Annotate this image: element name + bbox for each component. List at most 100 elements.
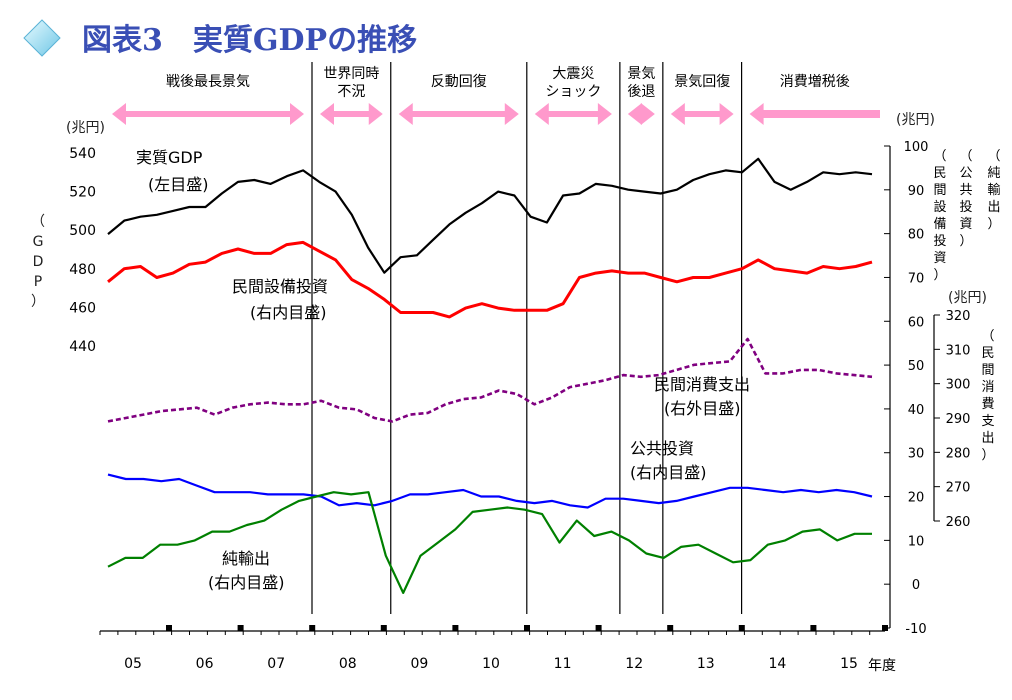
x-major-marker-3 (380, 625, 387, 631)
right-title-0-char-1: 民 (933, 166, 946, 181)
left-title-char-0: （ (31, 214, 45, 230)
right-inner-tick-4: 60 (908, 315, 925, 330)
series-line-0 (107, 157, 873, 274)
series-group (107, 157, 873, 595)
right-outer-title-char-7: ） (981, 448, 994, 463)
ann-gdp-sub: (左目盛) (148, 175, 209, 194)
right-inner-tick-1: 90 (908, 184, 925, 199)
right-outer-title-char-1: 民 (981, 346, 994, 361)
x-label-10: 15 (840, 656, 858, 672)
right-outer-tick-1: 310 (946, 343, 971, 358)
right-title-0-char-5: 投 (933, 233, 946, 249)
right-inner-tick-7: 30 (908, 447, 925, 462)
right-title-2-char-3: 出 (987, 200, 1000, 215)
right-outer-tick-2: 300 (946, 378, 971, 393)
right-title-2-char-0: （ (987, 149, 1000, 164)
x-label-6: 11 (554, 656, 572, 672)
right-title-0-char-2: 間 (933, 183, 946, 198)
left-title-char-2: D (33, 254, 44, 270)
era-label-4-1: 後退 (627, 84, 655, 100)
ann-public-sub: (右内目盛) (630, 463, 707, 482)
left-tick-4: 460 (69, 300, 96, 316)
x-major-marker-9 (810, 625, 817, 631)
ann-public-name: 公共投資 (630, 439, 694, 458)
era-2: 反動回復 (398, 73, 519, 125)
era-6: 消費増税後 (749, 74, 880, 125)
era-arrow-1 (320, 103, 383, 125)
era-label-5-0: 景気回復 (674, 73, 730, 90)
right-outer-title-char-3: 消 (981, 380, 994, 395)
right-inner-tick-0: 100 (904, 140, 929, 155)
right-title-0-char-4: 備 (933, 216, 946, 232)
right-outer-axis: (兆円) 320 310 300 290 280 270 260 （ 民間消費支出 ） (933, 290, 995, 530)
right-inner-axis-unit: (兆円) (896, 112, 935, 128)
x-axis-unit: 年度 (868, 658, 896, 674)
right-outer-tick-4: 280 (946, 446, 971, 461)
era-arrow-2 (398, 103, 519, 125)
left-tick-2: 500 (69, 223, 96, 239)
right-title-2-char-1: 純 (987, 166, 1000, 181)
era-arrow-3 (534, 103, 612, 125)
left-title-char-4: ） (31, 294, 45, 310)
era-arrow-5 (670, 103, 734, 125)
right-inner-tick-5: 50 (908, 359, 925, 374)
x-major-marker-6 (595, 625, 602, 631)
right-title-0-char-7: ） (933, 268, 946, 283)
x-major-marker-4 (452, 625, 459, 631)
x-label-0: 05 (124, 656, 142, 672)
series-line-4 (107, 491, 872, 595)
x-label-8: 13 (697, 656, 715, 672)
x-major-marker-2 (309, 625, 316, 631)
right-inner-tick-6: 40 (908, 403, 925, 418)
era-separators (311, 62, 743, 614)
era-label-3-1: ショック (545, 84, 601, 100)
right-title-2-char-4: ） (987, 217, 1000, 232)
x-axis: 05 06 07 08 09 10 11 12 13 14 15 年度 (99, 625, 896, 674)
series-line-2 (107, 337, 873, 423)
x-label-3: 08 (339, 656, 357, 672)
right-title-0-char-6: 資 (933, 251, 946, 266)
series-line-1 (107, 240, 873, 319)
right-outer-title-char-4: 費 (981, 397, 994, 412)
right-title-1-char-2: 共 (959, 183, 972, 198)
title-group: 図表3 実質GDPの推移 (23, 19, 417, 58)
left-axis: (兆円) 540 520 500 480 460 440 （ GDP ） (31, 120, 105, 355)
x-major-marker-7 (667, 625, 674, 631)
right-outer-tick-5: 270 (946, 481, 971, 496)
right-inner-tick-10: 0 (912, 578, 920, 593)
series-line-3 (107, 473, 873, 509)
x-major-marker-0 (166, 625, 172, 631)
era-label-6-0: 消費増税後 (780, 74, 850, 90)
left-tick-3: 480 (69, 262, 96, 278)
right-title-1-char-0: （ (959, 149, 972, 164)
right-outer-title-char-0: （ (981, 329, 994, 344)
x-major-marker-5 (524, 625, 530, 631)
left-tick-5: 440 (69, 339, 96, 355)
right-inner-tick-3: 70 (908, 271, 925, 286)
chart-title: 図表3 実質GDPの推移 (82, 23, 417, 58)
era-arrow-0 (112, 103, 304, 125)
ann-gdp-name: 実質GDP (136, 148, 203, 167)
era-label-2-0: 反動回復 (431, 73, 487, 90)
ann-netexport-name: 純輸出 (222, 549, 270, 568)
x-major-marker-10 (882, 625, 888, 631)
x-major-marker-1 (237, 625, 244, 631)
x-label-9: 14 (768, 656, 786, 672)
ann-netexport-sub: (右内目盛) (208, 573, 285, 592)
right-outer-tick-3: 290 (946, 412, 971, 427)
right-outer-title-char-6: 出 (981, 431, 994, 446)
right-outer-title-char-2: 間 (981, 363, 994, 378)
left-tick-1: 520 (69, 185, 96, 201)
x-label-2: 07 (267, 656, 285, 672)
right-outer-title-char-5: 支 (981, 414, 994, 429)
right-outer-axis-unit: (兆円) (948, 290, 987, 306)
right-inner-tick-11: -10 (905, 622, 926, 637)
right-title-1-char-5: ） (959, 234, 972, 249)
left-axis-unit: (兆円) (66, 120, 105, 136)
x-label-1: 06 (196, 656, 214, 672)
